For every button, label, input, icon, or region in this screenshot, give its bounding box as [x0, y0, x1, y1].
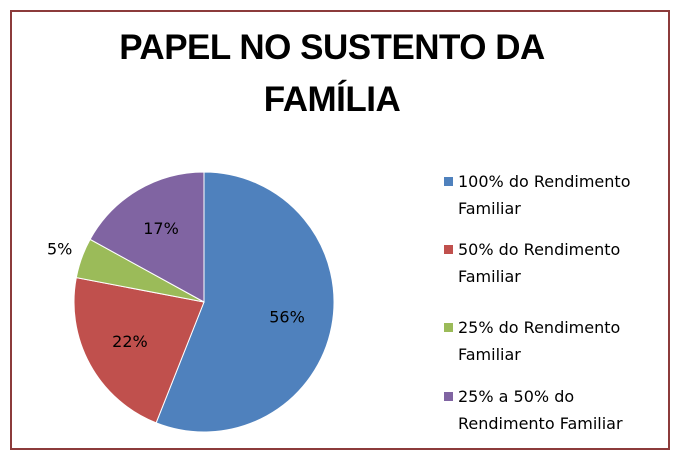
data-label: 17%	[143, 219, 179, 238]
legend-swatch	[444, 245, 453, 254]
data-label: 22%	[112, 332, 148, 351]
legend-entry: 25% do Rendimento Familiar	[444, 314, 668, 368]
legend-swatch	[444, 323, 453, 332]
data-label: 5%	[47, 240, 72, 259]
legend-label: 25% a 50% do Rendimento Familiar	[458, 387, 623, 433]
page: {"chart_data": {"type": "pie", "title": …	[10, 10, 670, 450]
legend-entry: 50% do Rendimento Familiar	[444, 236, 668, 290]
chart: 56% 22% 5% 17%	[47, 171, 335, 433]
legend-swatch	[444, 177, 453, 186]
legend-entry: 25% a 50% do Rendimento Familiar	[444, 383, 668, 437]
legend-label: 50% do Rendimento Familiar	[458, 240, 621, 286]
chart-title: PAPEL NO SUSTENTO DA FAMÍLIA	[119, 28, 545, 119]
legend-label: 100% do Rendimento Familiar	[458, 172, 631, 218]
legend-label: 25% do Rendimento Familiar	[458, 318, 621, 364]
legend-entry: 100% do Rendimento Familiar	[444, 168, 668, 222]
pie-slice	[155, 171, 335, 433]
chart-frame: PAPEL NO SUSTENTO DA FAMÍLIA 56% 22% 5% 17%…	[10, 10, 670, 450]
pie-slice	[89, 171, 205, 303]
data-label: 56%	[269, 307, 305, 326]
pie-slice	[73, 277, 205, 424]
legend-swatch	[444, 392, 453, 401]
